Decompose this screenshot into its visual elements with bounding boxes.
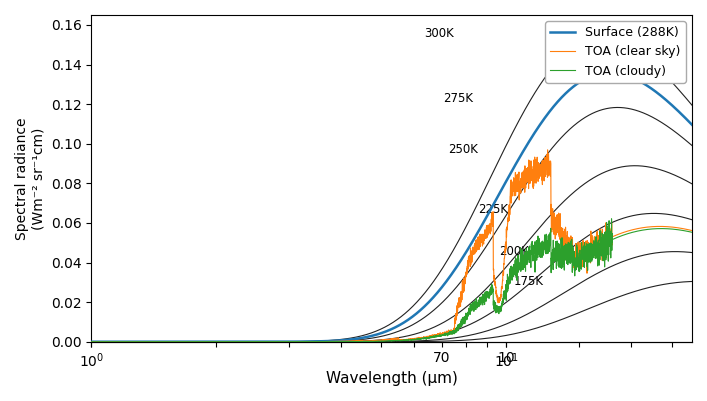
Line: TOA (clear sky): TOA (clear sky) <box>91 150 704 342</box>
TOA (cloudy) <box>607 217 616 221</box>
Text: 275K: 275K <box>443 92 474 105</box>
TOA (cloudy) <box>350 339 358 344</box>
TOA (clear sky) <box>651 224 660 229</box>
Surface (288K) <box>532 127 541 132</box>
Surface (288K) <box>682 116 690 121</box>
Y-axis label: Spectral radiance
(Wm⁻² sr⁻¹cm): Spectral radiance (Wm⁻² sr⁻¹cm) <box>15 117 45 240</box>
Surface (288K) <box>605 70 614 75</box>
TOA (cloudy) <box>651 226 660 231</box>
TOA (clear sky) <box>544 148 552 152</box>
X-axis label: Wavelength (μm): Wavelength (μm) <box>326 371 457 386</box>
TOA (cloudy) <box>682 229 690 233</box>
TOA (cloudy) <box>378 338 387 343</box>
Text: 300K: 300K <box>424 27 455 40</box>
Text: 175K: 175K <box>513 275 544 288</box>
Line: TOA (cloudy): TOA (cloudy) <box>91 219 704 342</box>
Surface (288K) <box>87 339 95 344</box>
Text: 200K: 200K <box>499 245 529 257</box>
TOA (clear sky) <box>532 160 541 164</box>
TOA (cloudy) <box>87 339 95 344</box>
TOA (cloudy) <box>532 254 541 259</box>
Text: 225K: 225K <box>478 203 508 216</box>
TOA (cloudy) <box>700 233 707 238</box>
Surface (288K) <box>700 136 707 140</box>
Text: 250K: 250K <box>448 143 479 156</box>
Surface (288K) <box>345 337 354 342</box>
Legend: Surface (288K), TOA (clear sky), TOA (cloudy): Surface (288K), TOA (clear sky), TOA (cl… <box>545 21 686 83</box>
TOA (clear sky) <box>345 338 354 343</box>
Surface (288K) <box>349 337 358 342</box>
Surface (288K) <box>378 330 387 335</box>
TOA (clear sky) <box>700 232 707 237</box>
TOA (clear sky) <box>87 339 95 344</box>
TOA (cloudy) <box>87 339 95 344</box>
TOA (clear sky) <box>378 338 387 342</box>
TOA (cloudy) <box>345 339 354 344</box>
Line: Surface (288K): Surface (288K) <box>91 73 704 342</box>
Surface (288K) <box>651 89 660 94</box>
TOA (clear sky) <box>349 338 358 343</box>
TOA (clear sky) <box>682 227 690 231</box>
